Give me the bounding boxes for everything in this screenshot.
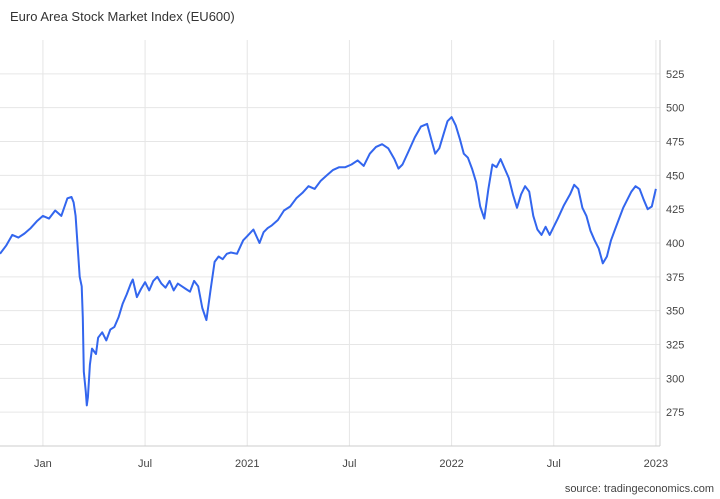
series-line [0, 116, 657, 407]
tick-layer: 275 300 325 350 375 400 425 450 475 500 525 Jan Jul 2… [34, 69, 684, 470]
x-tick-label: 2021 [235, 458, 259, 470]
y-tick-label: 400 [666, 238, 684, 250]
chart-title: Euro Area Stock Market Index (EU600) [10, 9, 235, 24]
x-tick-label: Jul [342, 458, 356, 470]
series-layer [0, 116, 657, 407]
y-tick-label: 425 [666, 204, 684, 216]
x-tick-label: Jul [138, 458, 152, 470]
y-tick-label: 375 [666, 272, 684, 284]
y-tick-label: 475 [666, 137, 684, 149]
x-tick-label: 2023 [644, 458, 668, 470]
grid-layer [0, 40, 661, 447]
y-tick-label: 275 [666, 407, 684, 419]
x-tick-label: Jul [547, 458, 561, 470]
y-tick-label: 325 [666, 340, 684, 352]
y-tick-label: 500 [666, 103, 684, 115]
x-tick-label: Jan [34, 458, 52, 470]
y-tick-label: 350 [666, 306, 684, 318]
x-tick-label: 2022 [439, 458, 463, 470]
y-tick-label: 450 [666, 170, 684, 182]
source-note: source: tradingeconomics.com [564, 483, 714, 495]
y-tick-label: 300 [666, 373, 684, 385]
y-tick-label: 525 [666, 69, 684, 81]
